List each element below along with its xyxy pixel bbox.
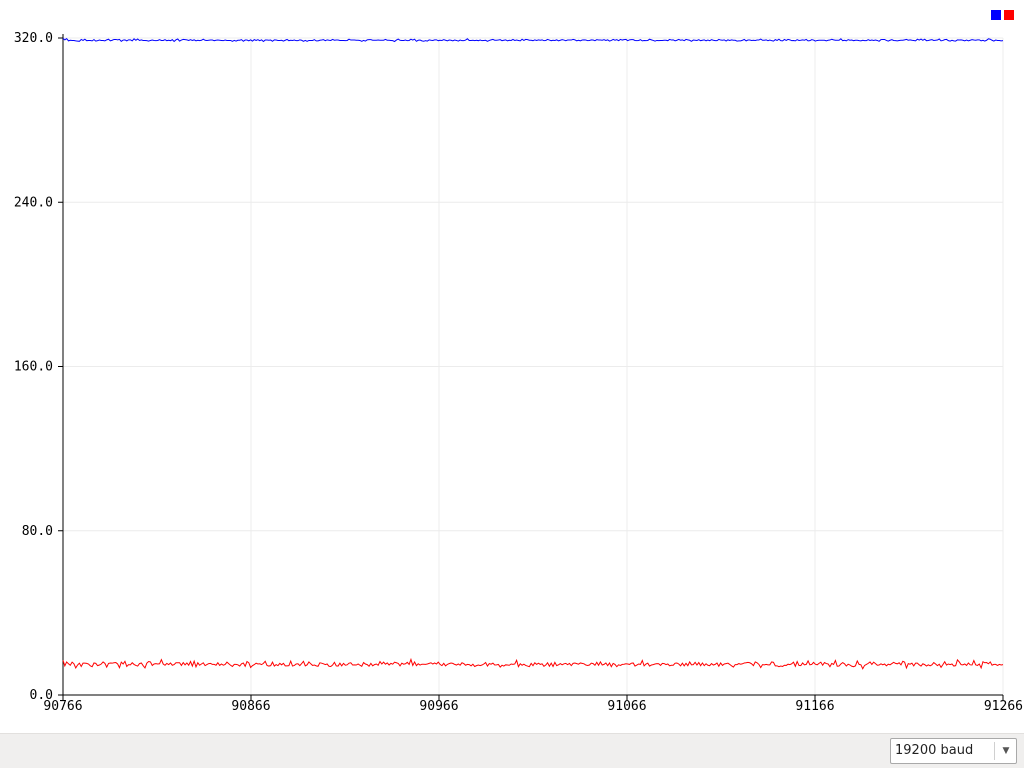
y-tick-label: 0.0 bbox=[30, 688, 53, 703]
y-tick-label: 80.0 bbox=[22, 524, 53, 539]
dropdown-divider bbox=[994, 742, 995, 760]
x-tick-label: 91166 bbox=[795, 699, 834, 714]
x-tick-label: 90966 bbox=[419, 699, 458, 714]
y-tick-label: 320.0 bbox=[14, 31, 53, 46]
series-line-2 bbox=[62, 657, 1004, 670]
plot-area: 0.0 80.0 160.0 240.0 320.0 90766 90866 90966 910… bbox=[14, 10, 1023, 714]
legend bbox=[991, 10, 1014, 20]
legend-swatch-1 bbox=[991, 10, 1001, 20]
series-line-1 bbox=[62, 37, 1004, 43]
x-tick-label: 90766 bbox=[43, 699, 82, 714]
baud-rate-value: 19200 baud bbox=[895, 743, 974, 758]
legend-swatch-2 bbox=[1004, 10, 1014, 20]
chevron-down-icon[interactable]: ▼ bbox=[1002, 746, 1010, 756]
y-tick-label: 160.0 bbox=[14, 360, 53, 375]
y-tick-label: 240.0 bbox=[14, 195, 53, 210]
x-tick-label: 91066 bbox=[607, 699, 646, 714]
series-layer bbox=[62, 37, 1004, 670]
axes: 0.0 80.0 160.0 240.0 320.0 90766 90866 90966 910… bbox=[14, 31, 1023, 714]
x-tick-label: 91266 bbox=[984, 699, 1023, 714]
bottom-toolbar: 19200 baud ▼ bbox=[0, 733, 1024, 768]
grid bbox=[63, 37, 1004, 695]
baud-rate-dropdown[interactable]: 19200 baud ▼ bbox=[890, 738, 1017, 764]
x-tick-label: 90866 bbox=[231, 699, 270, 714]
